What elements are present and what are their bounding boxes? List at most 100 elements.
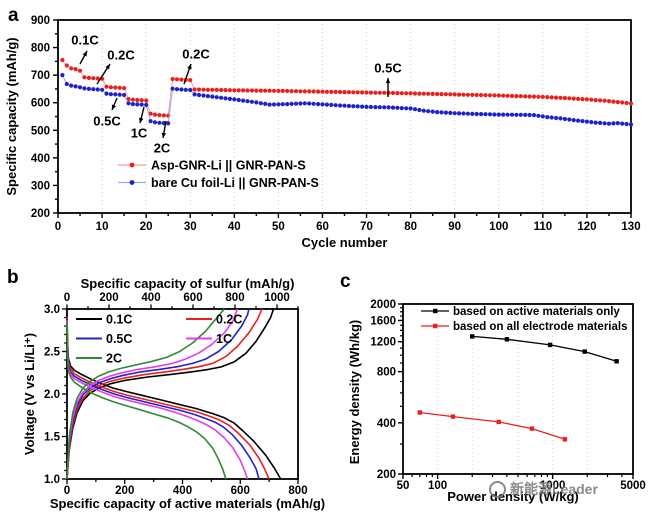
panel-b-legend-label-0.5C: 0.5C xyxy=(106,332,132,346)
panel-c-letter: c xyxy=(340,271,351,292)
svg-text:0.2C: 0.2C xyxy=(107,48,135,63)
svg-text:1C: 1C xyxy=(131,126,148,141)
panel-c-series-1 xyxy=(417,410,568,442)
panel-a-legend-label-1: bare Cu foil-Li || GNR-PAN-S xyxy=(151,176,319,190)
svg-text:0.1C: 0.1C xyxy=(71,33,99,48)
svg-text:0: 0 xyxy=(64,485,70,497)
svg-text:50: 50 xyxy=(397,480,410,492)
panel-b-series-0.5C xyxy=(66,308,260,480)
panel-b-letter: b xyxy=(7,267,19,288)
svg-text:400: 400 xyxy=(141,292,160,304)
svg-text:80: 80 xyxy=(404,221,417,233)
panel-b-series-2C xyxy=(66,308,227,480)
svg-text:10: 10 xyxy=(96,221,109,233)
panel-c-y-axis: 200 400 800 1200 1600 2000 Energy density (Wh/… xyxy=(347,299,403,481)
panel-a-chart: 0 10 20 30 40 50 60 70 80 90 100 110 120 130 Cycle num… xyxy=(4,15,641,250)
svg-text:600: 600 xyxy=(183,292,202,304)
svg-text:50: 50 xyxy=(272,221,285,233)
svg-text:5000: 5000 xyxy=(620,480,646,492)
panel-a-annotation-4: 2C xyxy=(154,120,171,156)
panel-c-x-axis: 50 100 1000 5000 Power density (W/kg) xyxy=(397,474,646,504)
svg-text:110: 110 xyxy=(534,221,553,233)
panel-a-annotation-1: 0.2C xyxy=(96,48,135,85)
panel-b-legend-label-0.1C: 0.1C xyxy=(106,313,132,327)
svg-text:400: 400 xyxy=(377,418,396,430)
panel-b-legend-label-0.2C: 0.2C xyxy=(216,313,242,327)
svg-text:800: 800 xyxy=(225,292,244,304)
svg-text:1600: 1600 xyxy=(370,315,396,327)
svg-text:800: 800 xyxy=(288,485,307,497)
panel-a-x-title: Cycle number xyxy=(302,235,388,250)
panel-a-annotation-0: 0.1C xyxy=(71,33,99,65)
watermark-circle-logo-icon xyxy=(489,480,506,498)
svg-text:70: 70 xyxy=(360,221,373,233)
svg-text:1000: 1000 xyxy=(264,292,290,304)
svg-text:20: 20 xyxy=(140,221,153,233)
svg-text:130: 130 xyxy=(621,221,640,233)
svg-text:3.0: 3.0 xyxy=(44,304,60,316)
svg-text:120: 120 xyxy=(577,221,596,233)
svg-text:200: 200 xyxy=(99,292,118,304)
svg-text:2C: 2C xyxy=(154,141,171,156)
svg-text:1200: 1200 xyxy=(370,337,396,349)
panel-b-x-title-bottom: Specific capacity of active materials (m… xyxy=(50,496,325,511)
svg-text:0.2C: 0.2C xyxy=(182,47,210,62)
panel-b-legend-label-2C: 2C xyxy=(106,352,122,366)
svg-text:2000: 2000 xyxy=(370,299,396,311)
panel-a-annotation-5: 0.2C xyxy=(182,47,210,85)
svg-text:400: 400 xyxy=(173,485,192,497)
svg-text:1000: 1000 xyxy=(540,480,566,492)
svg-text:100: 100 xyxy=(428,480,447,492)
svg-text:300: 300 xyxy=(31,180,50,192)
svg-text:1.0: 1.0 xyxy=(44,474,60,486)
svg-text:0: 0 xyxy=(55,221,61,233)
panel-c-series-0 xyxy=(470,334,619,364)
panel-b-legend: 0.1C 0.2C 0.5C 1C 2C xyxy=(76,313,242,366)
panel-a-legend-label-0: Asp-GNR-Li || GNR-PAN-S xyxy=(151,159,306,173)
panel-c-chart: 50 100 1000 5000 Power density (W/kg) 200 400 8… xyxy=(347,299,646,504)
svg-text:60: 60 xyxy=(316,221,329,233)
svg-text:700: 700 xyxy=(31,70,50,82)
panel-b-series-0.1C xyxy=(66,308,282,480)
svg-text:0: 0 xyxy=(64,292,70,304)
svg-text:0.5C: 0.5C xyxy=(93,114,121,129)
svg-text:0.5C: 0.5C xyxy=(374,61,402,76)
svg-text:600: 600 xyxy=(231,485,250,497)
panel-c-y-title: Energy density (Wh/kg) xyxy=(347,320,362,464)
svg-text:200: 200 xyxy=(115,485,134,497)
svg-text:800: 800 xyxy=(377,367,396,379)
panel-b-series-1C xyxy=(66,308,249,480)
svg-text:40: 40 xyxy=(228,221,241,233)
svg-text:2.0: 2.0 xyxy=(44,389,60,401)
watermark-text: 新能源Leader xyxy=(510,481,598,497)
panel-a-annotation-3: 1C xyxy=(131,106,148,141)
panel-c-gridlines xyxy=(437,304,588,474)
panel-b-series-0.2C xyxy=(66,308,270,480)
panel-a-y-axis: 200 300 400 500 600 700 800 900 Specific capacit… xyxy=(4,15,58,220)
panel-b-y-title: Voltage (V vs Li/Li⁺) xyxy=(22,333,37,455)
panel-c-legend: based on active materials only based on a… xyxy=(421,306,628,333)
svg-text:90: 90 xyxy=(448,221,461,233)
svg-text:200: 200 xyxy=(31,208,50,220)
panel-c-legend-label-0: based on active materials only xyxy=(453,306,620,318)
svg-text:30: 30 xyxy=(184,221,197,233)
panel-b-legend-label-1C: 1C xyxy=(216,332,232,346)
svg-text:200: 200 xyxy=(377,469,396,481)
panel-b-x-title-top: Specific capacity of sulfur (mAh/g) xyxy=(81,276,295,291)
svg-text:100: 100 xyxy=(489,221,508,233)
panel-a-y-title: Specific capacity (mAh/g) xyxy=(4,37,19,195)
panel-a-series-0 xyxy=(60,57,634,118)
svg-text:2.5: 2.5 xyxy=(44,347,61,359)
watermark: 新能源Leader xyxy=(489,479,598,499)
svg-text:600: 600 xyxy=(31,98,50,110)
panel-a-series-1 xyxy=(60,73,634,127)
svg-text:400: 400 xyxy=(31,153,50,165)
panel-b-y-axis: 1.0 1.5 2.0 2.5 3.0 Voltage (V vs Li/Li⁺) xyxy=(22,304,67,486)
svg-text:900: 900 xyxy=(31,15,50,27)
panel-a-letter: a xyxy=(8,5,19,26)
